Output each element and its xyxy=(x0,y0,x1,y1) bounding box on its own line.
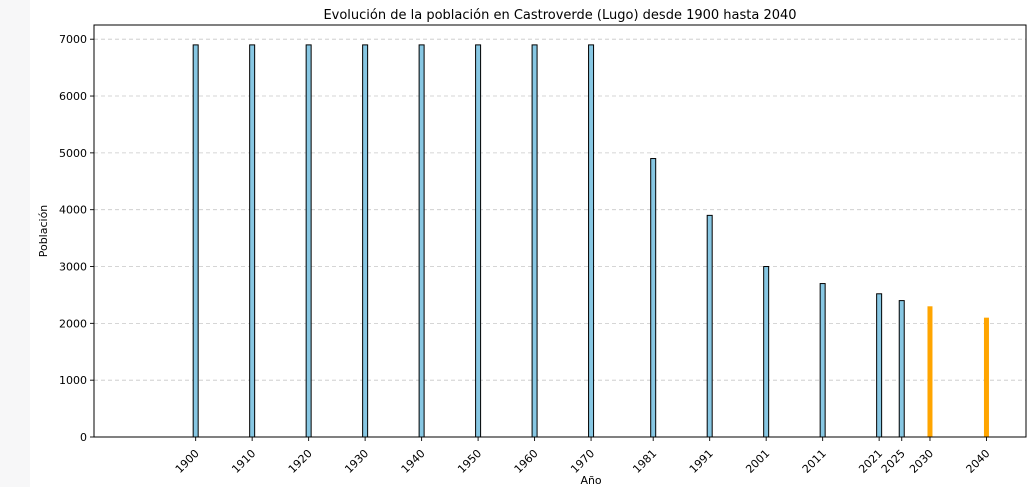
x-tick-label: 1920 xyxy=(286,447,315,476)
population-bar xyxy=(650,158,657,438)
projected-bar xyxy=(927,306,933,437)
x-tick-label: 1981 xyxy=(630,447,659,476)
population-bar xyxy=(531,44,538,438)
x-tick-label: 2001 xyxy=(743,447,772,476)
population-bar xyxy=(706,214,713,438)
population-bar xyxy=(876,293,883,438)
x-tick-label: 1930 xyxy=(342,447,371,476)
projected-bar xyxy=(983,317,989,437)
y-tick-label: 4000 xyxy=(59,204,87,217)
y-tick-label: 0 xyxy=(80,431,87,444)
bar-chart: Evolución de la población en Castroverde… xyxy=(37,8,1027,487)
population-bar xyxy=(819,283,826,438)
x-axis-label: Año xyxy=(580,474,601,487)
x-tick-label: 2021 xyxy=(856,447,885,476)
x-tick-label: 2025 xyxy=(879,447,908,476)
y-tick-label: 1000 xyxy=(59,374,87,387)
x-tick-label: 2040 xyxy=(964,447,993,476)
chart-title: Evolución de la población en Castroverde… xyxy=(323,8,796,23)
y-tick-label: 5000 xyxy=(59,147,87,160)
population-bar xyxy=(362,44,369,438)
y-tick-label: 2000 xyxy=(59,317,87,330)
x-tick-label: 1900 xyxy=(173,447,202,476)
population-bar xyxy=(588,44,595,438)
x-tick-label: 1970 xyxy=(568,447,597,476)
x-tick-label: 1960 xyxy=(512,447,541,476)
y-tick-label: 6000 xyxy=(59,90,87,103)
chart-figure: Evolución de la población en Castroverde… xyxy=(30,0,1036,487)
grid-layer xyxy=(94,38,1026,438)
x-tick-label: 1940 xyxy=(399,447,428,476)
y-tick-label: 7000 xyxy=(59,33,87,46)
population-bar xyxy=(305,44,312,438)
population-bar xyxy=(475,44,482,438)
bar-layer xyxy=(192,44,989,438)
plot-frame xyxy=(93,24,1027,438)
population-bar xyxy=(898,300,905,438)
x-tick-label: 1910 xyxy=(229,447,258,476)
x-tick-label: 1991 xyxy=(687,447,716,476)
population-bar xyxy=(192,44,199,438)
population-bar xyxy=(249,44,256,438)
population-bar xyxy=(763,266,770,438)
population-bar xyxy=(418,44,425,438)
x-tick-label: 2030 xyxy=(907,447,936,476)
x-tick-label: 1950 xyxy=(455,447,484,476)
y-tick-label: 3000 xyxy=(59,261,87,274)
y-axis-label: Población xyxy=(37,205,50,258)
x-tick-label: 2011 xyxy=(800,447,829,476)
